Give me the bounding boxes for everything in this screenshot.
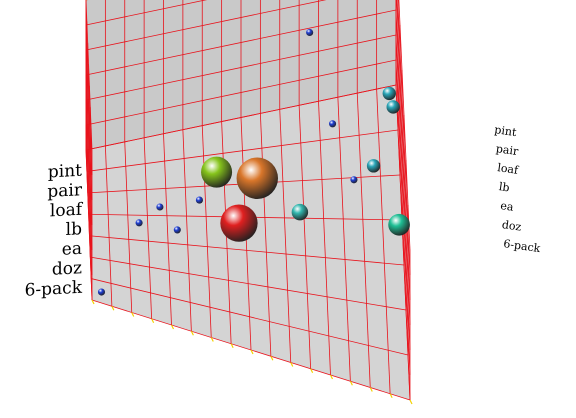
floor-grid-line — [259, 113, 272, 357]
floor-grid-line — [104, 145, 113, 307]
right-grid-line — [395, 84, 411, 401]
tick-mark — [250, 349, 254, 355]
tick-mark — [131, 312, 135, 317]
data-point — [97, 288, 106, 296]
back-grid-line — [85, 0, 208, 26]
right-wall-label: doz — [501, 218, 522, 234]
tick-mark — [369, 387, 373, 392]
floor — [86, 85, 410, 400]
y-tick-label: ea — [62, 239, 82, 260]
floor-grid-line — [86, 129, 399, 172]
left-grid-line — [85, 99, 93, 251]
chart-grid — [85, 0, 413, 405]
floor-grid-line — [279, 109, 292, 363]
tick-mark — [409, 399, 413, 405]
right-grid-line — [396, 0, 411, 301]
floor-grid-line — [89, 235, 405, 266]
floor-grid-line — [376, 89, 391, 394]
back-grid-line — [85, 0, 327, 51]
floor-grid-line — [143, 137, 153, 319]
data-point — [201, 156, 233, 188]
y-tick-label: 6-pack — [25, 278, 83, 301]
left-grid-line — [85, 74, 93, 226]
right-wall-label: pint — [494, 123, 518, 139]
y-tick-label: pint — [48, 161, 82, 183]
left-grid-line — [85, 149, 93, 301]
back-grid-line — [85, 34, 397, 101]
y-tick-label: doz — [52, 258, 82, 280]
tick-mark — [210, 337, 214, 342]
right-wall-label: ea — [500, 199, 515, 214]
right-wall-label: pair — [495, 142, 520, 158]
left-grid-line — [85, 24, 93, 176]
right-wall-label: 6-pack — [503, 237, 542, 255]
back-grid-line — [85, 9, 397, 76]
left-grid-line — [85, 124, 93, 276]
right-wall-label: loaf — [497, 161, 520, 177]
floor-grid-line — [201, 125, 212, 338]
left-grid-line — [85, 49, 93, 201]
data-point — [382, 86, 396, 101]
floor-grid-line — [298, 105, 312, 369]
floor-grid-line — [318, 101, 331, 376]
data-point — [306, 28, 314, 37]
y-tick-label: pair — [47, 180, 82, 202]
y-tick-label: loaf — [50, 200, 84, 222]
floor-grid-line — [163, 133, 172, 326]
tick-mark — [329, 374, 334, 380]
tick-mark — [91, 299, 95, 305]
data-point — [156, 203, 164, 211]
floor-grid-line — [90, 256, 407, 311]
chart-points — [97, 28, 410, 296]
data-point — [173, 226, 181, 234]
back-grid-line — [85, 59, 397, 126]
left-grid-line — [85, 0, 93, 151]
tick-mark — [170, 324, 175, 330]
data-point — [388, 213, 410, 236]
tick-mark — [230, 343, 234, 349]
chart-labels: applesbagelsbananascucumberevianfrench f… — [25, 123, 542, 301]
right-grid-line — [398, 0, 411, 251]
right-wall-label: lb — [498, 180, 510, 194]
data-point — [135, 219, 143, 227]
chart-walls — [86, 0, 410, 400]
floor-grid-line — [356, 93, 371, 388]
right-grid-line — [395, 9, 411, 326]
tick-mark — [349, 380, 353, 386]
right-grid-line — [395, 34, 411, 351]
floor-grid-line — [182, 129, 192, 332]
tick-mark — [389, 393, 393, 399]
data-point — [291, 203, 309, 221]
back-grid-line — [85, 84, 397, 151]
floor-grid-line — [337, 97, 351, 382]
data-point — [350, 176, 358, 184]
tick-mark — [111, 305, 115, 311]
tick-mark — [151, 318, 155, 324]
tick-mark — [310, 368, 314, 374]
tick-mark — [290, 362, 294, 367]
data-point — [366, 159, 381, 173]
data-point — [220, 204, 258, 242]
tick-mark — [270, 355, 274, 361]
data-point — [329, 120, 337, 128]
floor-grid-line — [124, 141, 133, 313]
data-point — [236, 157, 278, 199]
data-point — [195, 196, 203, 204]
floor-grid-line — [91, 278, 409, 356]
data-point — [386, 100, 400, 114]
tick-mark — [190, 330, 194, 336]
y-tick-label: lb — [66, 219, 82, 240]
